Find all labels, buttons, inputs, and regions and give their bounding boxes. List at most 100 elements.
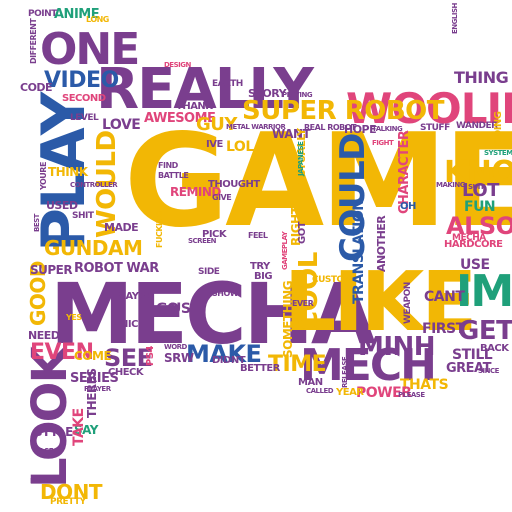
- word-level: LEVEL: [70, 113, 99, 123]
- word-even: EVEN: [30, 340, 94, 365]
- word-design: DESIGN: [164, 61, 191, 69]
- word-best: BEST: [33, 214, 41, 232]
- word-made: MADE: [104, 221, 139, 234]
- word-gundam: GUNDAM: [44, 236, 143, 260]
- word-weapon: WEAPON: [403, 282, 413, 324]
- word-first: FIRST: [422, 321, 465, 337]
- word-kind: KIND: [30, 477, 48, 485]
- word-feel: FEEL: [248, 231, 268, 240]
- word-please: PLEASE: [398, 391, 425, 399]
- word-real-robot: REAL ROBOT: [304, 123, 357, 132]
- word-stuff: STUFF: [420, 123, 450, 133]
- word-ps4: PS4: [145, 346, 156, 366]
- word-anime: ANIME: [54, 7, 100, 22]
- word-woolie: WOOLIE: [346, 84, 512, 133]
- word-try: TRY: [250, 261, 270, 272]
- word-thank: THANK: [176, 101, 213, 112]
- word-man: MAN: [298, 377, 323, 388]
- word-guy: GUY: [196, 114, 237, 135]
- word-fucking: FUCKING: [155, 211, 164, 248]
- word-hope: HOPE: [344, 123, 377, 136]
- word-find: FIND: [158, 161, 178, 170]
- word-fight: FIGHT: [372, 139, 394, 147]
- word-got: GOT: [297, 221, 308, 244]
- word-something: SOMETHING: [281, 280, 295, 358]
- word-long: LONG: [86, 15, 109, 24]
- word-japanese: JAPANESE: [297, 141, 305, 176]
- word-get: GET: [458, 316, 512, 346]
- word-maybe: MAYBE: [116, 291, 152, 302]
- word-yes: YES: [66, 313, 82, 322]
- word-point: POINT: [28, 9, 57, 19]
- word-called: CALLED: [306, 387, 334, 395]
- word-playing: PLAYING: [282, 91, 313, 99]
- word-fun: FUN: [464, 199, 496, 215]
- word-show: SHOW: [212, 289, 239, 298]
- word-pick: PICK: [202, 229, 227, 240]
- word-system: SYSTEM: [484, 149, 512, 157]
- word-big: BIG: [254, 271, 273, 282]
- word-look: LOOK: [22, 348, 78, 488]
- word-oh: OH: [400, 201, 416, 212]
- word-word: WORD: [164, 343, 187, 351]
- word-metal-warrior: METAL WARRIOR: [226, 123, 286, 131]
- word-use: USE: [460, 257, 490, 273]
- word-take: TAKE: [71, 408, 87, 446]
- word-since: SINCE: [478, 367, 499, 375]
- word-controller: CONTROLLER: [70, 181, 118, 189]
- word-give: GIVE: [212, 193, 232, 202]
- word-screen: SCREEN: [188, 237, 217, 245]
- word-thats: THATS: [400, 377, 449, 393]
- word-super-robot: SUPER ROBOT: [242, 96, 445, 126]
- word-cool: COOL: [294, 252, 324, 330]
- word-great: GREAT: [446, 361, 491, 376]
- word-srw: SRW: [164, 351, 194, 365]
- word-style: STYLE: [34, 425, 73, 439]
- word-side: SIDE: [198, 267, 220, 277]
- word-mecha-small: MECHA: [452, 233, 486, 243]
- word-youre: YOURE: [39, 162, 48, 190]
- word-ever: EVER: [292, 299, 314, 308]
- word-check: CHECK: [108, 367, 144, 378]
- word-ive: IVE: [206, 139, 223, 150]
- word-robot-war: ROBOT WAR: [74, 261, 159, 276]
- word-nice: NICE: [120, 319, 145, 330]
- word-earth: EARTH: [212, 79, 243, 89]
- word-time: TIME: [268, 352, 327, 377]
- word-shit: SHIT: [72, 211, 94, 221]
- word-mech: MECH: [300, 340, 437, 391]
- word-super: SUPER: [30, 263, 73, 277]
- word-translation: TRANSLATION: [351, 199, 367, 304]
- word-didnt: DIDNT: [212, 355, 246, 366]
- word-suit: SUIT: [468, 183, 485, 191]
- word-better: BETTER: [240, 363, 280, 374]
- word-like: LIKE: [284, 255, 477, 350]
- word-dont: DONT: [40, 480, 102, 504]
- word-player: PLAYER: [84, 385, 111, 393]
- word-battle: BATTLE: [158, 171, 189, 180]
- word-minh: MINH: [358, 332, 436, 362]
- word-awesome: AWESOME: [144, 111, 216, 126]
- word-come: COME: [74, 349, 112, 363]
- word-different: DIFFERENT: [29, 18, 38, 64]
- word-second: SECOND: [62, 93, 106, 104]
- word-make: MAKE: [186, 340, 262, 368]
- word-im: IM: [456, 266, 512, 317]
- word-mecha: MECHA: [50, 265, 376, 363]
- word-gameplay: GAMEPLAY: [281, 231, 289, 270]
- word-go: GO: [156, 301, 179, 317]
- word-though: THOUGHT: [208, 179, 260, 190]
- word-theres: THERES: [85, 368, 99, 418]
- word-power: POWER: [356, 385, 412, 401]
- word-say: SAY: [74, 423, 98, 437]
- word-cant: CANT: [424, 289, 465, 305]
- word-want: WANT: [272, 127, 311, 141]
- word-remind: REMIND: [170, 185, 221, 199]
- word-still: STILL: [452, 347, 493, 363]
- word-pretty: PRETTY: [50, 497, 86, 507]
- word-story: STORY: [248, 87, 287, 100]
- word-lol: LOL: [226, 139, 254, 155]
- word-one: ONE: [40, 24, 140, 75]
- word-think: THINK: [48, 165, 88, 179]
